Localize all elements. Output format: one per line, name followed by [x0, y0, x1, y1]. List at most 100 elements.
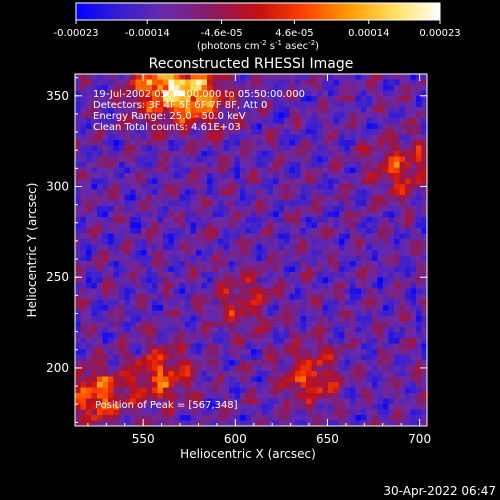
heatmap-cell [416, 321, 422, 328]
heatmap-cell [97, 140, 103, 146]
heatmap-cell [377, 206, 384, 212]
heatmap-cell [229, 398, 235, 405]
heatmap-cell [394, 321, 400, 328]
heatmap-cell [416, 338, 422, 344]
heatmap-cell [361, 310, 367, 317]
heatmap-cell [97, 167, 103, 174]
heatmap-cell [284, 156, 290, 163]
heatmap-cell [234, 360, 241, 366]
heatmap-cell [102, 129, 109, 135]
heatmap-cell [179, 156, 186, 163]
heatmap-cell [394, 151, 400, 157]
heatmap-cell [284, 96, 290, 102]
heatmap-cell [86, 321, 92, 328]
heatmap-cell [339, 239, 345, 245]
heatmap-cell [317, 195, 323, 201]
heatmap-cell [223, 145, 230, 152]
heatmap-cell [262, 140, 268, 146]
heatmap-cell [300, 239, 307, 245]
heatmap-cell [267, 178, 274, 185]
heatmap-cell [278, 145, 285, 152]
heatmap-cell [201, 101, 208, 108]
heatmap-cell [229, 349, 235, 355]
heatmap-cell [388, 189, 395, 196]
heatmap-cell [322, 343, 329, 350]
heatmap-cell [383, 316, 389, 322]
heatmap-cell [75, 343, 81, 350]
heatmap-cell [339, 85, 345, 91]
heatmap-cell [75, 332, 81, 339]
heatmap-cell [218, 343, 224, 350]
heatmap-cell [157, 283, 164, 289]
heatmap-cell [91, 261, 98, 267]
heatmap-cell [366, 145, 373, 152]
heatmap-image [75, 74, 427, 426]
heatmap-cell [377, 134, 384, 141]
heatmap-cell [311, 398, 318, 405]
heatmap-cell [366, 393, 373, 399]
heatmap-cell [416, 420, 422, 426]
heatmap-cell [256, 343, 263, 350]
heatmap-cell [361, 338, 367, 344]
heatmap-cell [300, 112, 307, 119]
heatmap-cell [240, 376, 246, 383]
heatmap-cell [207, 415, 213, 421]
heatmap-cell [416, 266, 422, 273]
heatmap-cell [372, 376, 378, 383]
heatmap-cell [394, 211, 400, 218]
y-tick-label: 350 [46, 89, 69, 103]
heatmap-cell [218, 189, 224, 196]
heatmap-cell [273, 162, 279, 168]
heatmap-cell [289, 85, 296, 91]
heatmap-cell [168, 79, 175, 86]
heatmap-cell [416, 327, 422, 333]
heatmap-cell [157, 327, 164, 333]
heatmap-cell [262, 184, 268, 190]
heatmap-cell [174, 178, 180, 185]
heatmap-cell [108, 261, 114, 267]
heatmap-cell [152, 90, 158, 97]
heatmap-cell [146, 261, 153, 267]
heatmap-cell [421, 206, 427, 212]
heatmap-cell [366, 261, 373, 267]
heatmap-cell [394, 145, 400, 152]
heatmap-cell [97, 145, 103, 152]
heatmap-cell [284, 415, 290, 421]
heatmap-cell [157, 96, 164, 102]
heatmap-cell [119, 222, 125, 229]
heatmap-cell [295, 118, 301, 124]
heatmap-cell [388, 294, 395, 300]
heatmap-cell [410, 310, 417, 317]
heatmap-cell [317, 140, 323, 146]
heatmap-cell [86, 365, 92, 372]
heatmap-cell [240, 288, 246, 295]
heatmap-cell [416, 189, 422, 196]
heatmap-cell [273, 398, 279, 405]
heatmap-cell [377, 398, 384, 405]
heatmap-cell [135, 393, 142, 399]
heatmap-cell [278, 387, 285, 394]
heatmap-cell [350, 354, 356, 361]
heatmap-cell [317, 272, 323, 278]
heatmap-cell [377, 96, 384, 102]
heatmap-cell [267, 305, 274, 311]
heatmap-cell [333, 398, 340, 405]
heatmap-cell [130, 96, 136, 102]
heatmap-cell [416, 200, 422, 207]
heatmap-cell [97, 376, 103, 383]
x-tick-label: 650 [316, 432, 339, 446]
heatmap-cell [80, 239, 87, 245]
heatmap-cell [201, 255, 208, 262]
heatmap-cell [207, 338, 213, 344]
heatmap-cell [108, 118, 114, 124]
heatmap-cell [284, 305, 290, 311]
heatmap-cell [146, 371, 153, 377]
heatmap-cell [300, 310, 307, 317]
heatmap-cell [196, 343, 202, 350]
heatmap-cell [185, 123, 191, 130]
heatmap-cell [97, 250, 103, 256]
heatmap-cell [240, 167, 246, 174]
heatmap-cell [339, 327, 345, 333]
heatmap-cell [421, 239, 427, 245]
heatmap-cell [179, 107, 186, 113]
